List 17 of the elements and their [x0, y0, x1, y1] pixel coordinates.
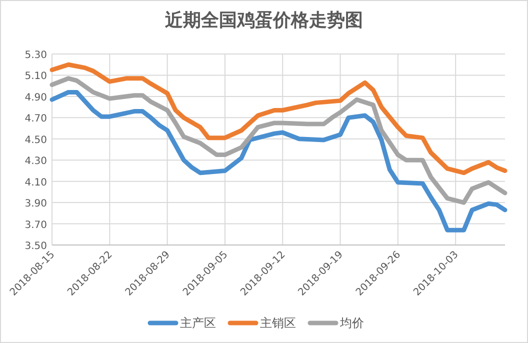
- line-series: [50, 90, 508, 232]
- y-tick-label: 3.70: [24, 220, 47, 231]
- legend-label: 主产区: [180, 316, 216, 330]
- y-tick-label: 5.10: [24, 71, 47, 82]
- legend-label: 主销区: [260, 316, 296, 330]
- y-tick-label: 4.90: [24, 92, 47, 104]
- y-tick-label: 5.30: [24, 50, 47, 61]
- y-tick-label: 4.10: [24, 177, 47, 188]
- chart-title: 近期全国鸡蛋价格走势图: [164, 10, 363, 31]
- line-series: [50, 76, 508, 205]
- y-tick-label: 4.30: [24, 156, 47, 168]
- legend-label: 均价: [339, 316, 364, 330]
- y-tick-label: 4.70: [24, 114, 47, 125]
- y-tick-label: 3.50: [24, 241, 47, 252]
- y-tick-label: 4.50: [24, 134, 47, 146]
- y-tick-label: 3.90: [24, 198, 47, 210]
- line-series: [50, 62, 508, 176]
